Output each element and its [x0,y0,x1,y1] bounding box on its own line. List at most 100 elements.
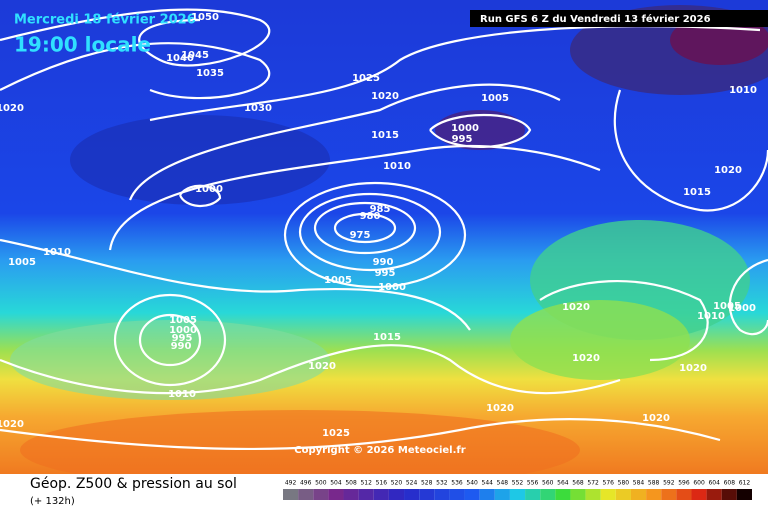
scale-cell [570,489,586,500]
isobars [0,8,768,451]
isobar-label: 995 [375,268,396,279]
scale-label: 540 [466,480,478,487]
isobar-label: 1030 [244,103,272,114]
scale-cell [615,489,631,500]
scale-cell [479,489,495,500]
scale-label: 572 [587,480,599,487]
isobar-label: 1040 [166,53,194,64]
isobar-label: 1020 [0,419,24,430]
scale-cell [706,489,722,500]
footer-title: Géop. Z500 & pression au sol [30,476,237,492]
scale-cell [358,489,374,500]
scale-label: 532 [436,480,448,487]
isobar-label: 1005 [481,93,509,104]
isobar-label: 1010 [697,311,725,322]
isobar-label: 1005 [8,257,36,268]
scale-label: 600 [693,480,705,487]
isobar-label: 1000 [451,123,479,134]
run-info: Run GFS 6 Z du Vendredi 13 février 2026 [480,13,711,25]
scale-cell [676,489,692,500]
scale-label: 504 [330,480,342,487]
scale-label: 528 [421,480,433,487]
scale-cell [419,489,435,500]
isobar-labels: 1050104510401035103010251020101510101005… [0,12,757,439]
scale-cell [721,489,737,500]
scale-cell [283,489,299,500]
isobar-label: 1025 [352,73,380,84]
isobar-label: 1020 [371,91,399,102]
scale-label: 544 [482,480,494,487]
isobar-label: 1000 [728,303,756,314]
scale-cell [494,489,510,500]
scale-cell [464,489,480,500]
scale-cell [600,489,616,500]
isobar-label: 1000 [195,184,223,195]
isobar-label: 1010 [168,389,196,400]
scale-label: 536 [451,480,463,487]
scale-label: 556 [527,480,539,487]
scale-cell [525,489,541,500]
scale-cell [585,489,601,500]
isobar-label: 1005 [324,275,352,286]
scale-label: 512 [360,480,372,487]
scale-cell [630,489,647,500]
scale-label: 516 [376,480,388,487]
isobar-label: 1010 [43,247,71,258]
scale-label: 612 [739,480,751,487]
scale-cell [313,489,329,500]
scale-label: 560 [542,480,554,487]
scale-cell [328,489,344,500]
scale-label: 588 [648,480,660,487]
scale-label: 608 [724,480,736,487]
scale-label: 508 [345,480,357,487]
scale-cell [343,489,359,500]
isobar-label: 1020 [0,103,24,114]
scale-label: 580 [618,480,630,487]
isobar-label: 1045 [181,50,209,61]
scale-cell [509,489,526,500]
isobar-label: 1020 [572,353,600,364]
scale-cell [388,489,405,500]
scale-cell [555,489,571,500]
valid-time: 19:00 locale [14,33,151,57]
isobar-label: 1015 [373,332,401,343]
scale-label: 604 [708,480,720,487]
isobar-label: 1020 [308,361,336,372]
scale-cell [646,489,662,500]
isobar-label: 1000 [169,325,197,336]
scale-cell [691,489,707,500]
scale-label: 492 [285,480,297,487]
isobar-label: 1020 [486,403,514,414]
isobar-label: 985 [370,204,391,215]
scale-cell [298,489,314,500]
isobar-label: 1050 [191,12,219,23]
scale-label: 596 [678,480,690,487]
scale-label: 548 [497,480,509,487]
isobar-label: 995 [172,333,193,344]
copyright: Copyright © 2026 Meteociel.fr [294,445,465,456]
scale-cell [449,489,465,500]
isobar-label: 1020 [714,165,742,176]
isobar-label: 1010 [729,85,757,96]
scale-cell [540,489,556,500]
run-banner [470,10,768,27]
scale-label: 552 [512,480,524,487]
scale-cell [661,489,677,500]
isobar-label: 1010 [383,161,411,172]
scale-label: 500 [315,480,327,487]
isobar-label: 1035 [196,68,224,79]
scale-cell [736,489,752,500]
scale-label: 584 [633,480,645,487]
scale-label: 568 [572,480,584,487]
isobar-label: 980 [360,211,381,222]
scale-cell [404,489,420,500]
isobar-label: 1020 [562,302,590,313]
scale-label: 520 [391,480,403,487]
isobar-label: 1005 [713,301,741,312]
scale-label: 576 [603,480,615,487]
isobar-label: 995 [452,134,473,145]
isobar-label: 1025 [322,428,350,439]
isobar-label: 1020 [642,413,670,424]
scale-label: 564 [557,480,569,487]
